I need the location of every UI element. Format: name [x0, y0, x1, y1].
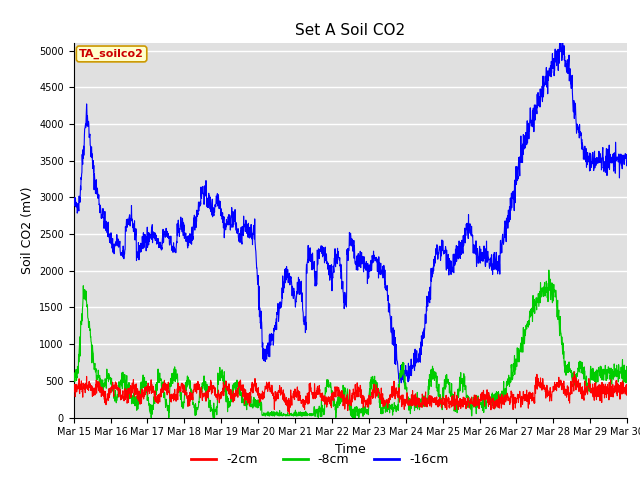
X-axis label: Time: Time	[335, 443, 366, 456]
Text: TA_soilco2: TA_soilco2	[79, 49, 144, 59]
Legend: -2cm, -8cm, -16cm: -2cm, -8cm, -16cm	[186, 448, 454, 471]
Y-axis label: Soil CO2 (mV): Soil CO2 (mV)	[20, 187, 33, 274]
Title: Set A Soil CO2: Set A Soil CO2	[295, 23, 406, 38]
